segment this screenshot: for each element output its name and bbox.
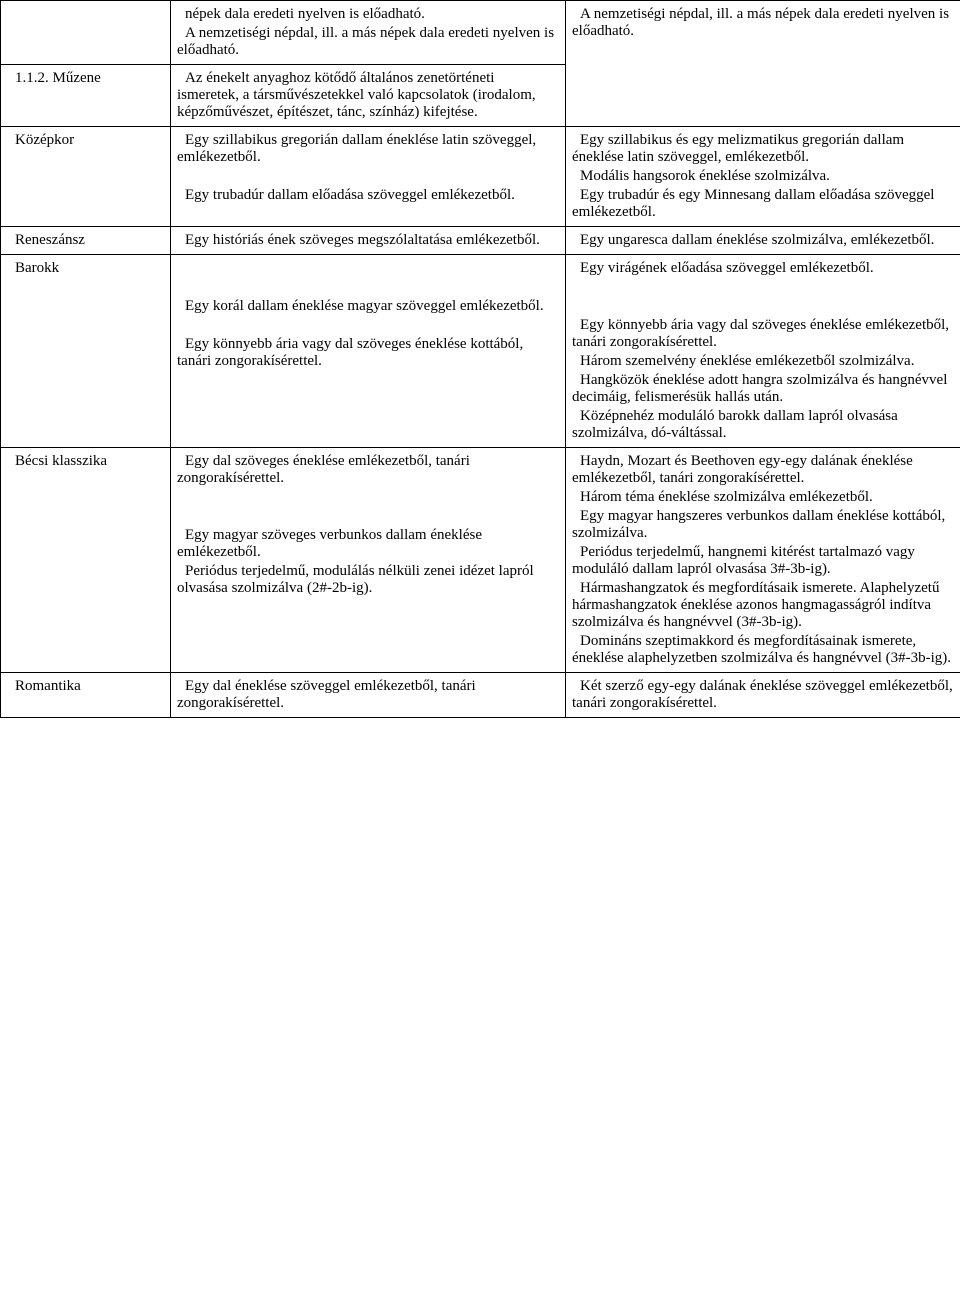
- content-cell-middle: Egy dal éneklése szöveggel emlékezetből,…: [171, 673, 566, 718]
- content-paragraph: A nemzetiségi népdal, ill. a más népek d…: [177, 25, 559, 59]
- content-cell-right: Egy szillabikus és egy melizmatikus greg…: [566, 127, 960, 227]
- content-paragraph: Hármashangzatok és megfordításaik ismere…: [572, 580, 954, 631]
- row-label-cell: [1, 1, 171, 65]
- table-row: Reneszánsz Egy históriás ének szöveges me…: [1, 227, 960, 255]
- content-paragraph: Egy ungaresca dallam éneklése szolmizálv…: [572, 232, 954, 249]
- content-paragraph: Egy magyar hangszeres verbunkos dallam é…: [572, 508, 954, 542]
- table-row: Romantika Egy dal éneklése szöveggel emlé…: [1, 673, 960, 718]
- content-paragraph: Egy dal éneklése szöveggel emlékezetből,…: [177, 678, 559, 712]
- content-paragraph: Az énekelt anyaghoz kötődő általános zen…: [177, 70, 559, 121]
- content-paragraph: Egy könnyebb ária vagy dal szöveges ének…: [177, 336, 559, 370]
- content-paragraph: Egy trubadúr dallam előadása szöveggel e…: [177, 187, 559, 204]
- row-label-cell: Bécsi klasszika: [1, 448, 171, 673]
- row-label-cell: Középkor: [1, 127, 171, 227]
- content-paragraph: Egy dal szöveges éneklése emlékezetből, …: [177, 453, 559, 487]
- content-paragraph: Egy szillabikus gregorián dallam éneklés…: [177, 132, 559, 166]
- content-paragraph: Domináns szeptimakkord és megfordításain…: [572, 633, 954, 667]
- content-cell-right: Haydn, Mozart és Beethoven egy-egy dalán…: [566, 448, 960, 673]
- content-paragraph: Periódus terjedelmű, hangnemi kitérést t…: [572, 544, 954, 578]
- row-label: Romantika: [7, 678, 164, 695]
- row-label-cell: 1.1.2. Műzene: [1, 65, 171, 127]
- content-paragraph: Modális hangsorok éneklése szolmizálva.: [572, 168, 954, 185]
- row-label: 1.1.2. Műzene: [7, 70, 164, 87]
- table-row: népek dala eredeti nyelven is előadható.…: [1, 1, 960, 65]
- content-cell-right: Két szerző egy-egy dalának éneklése szöv…: [566, 673, 960, 718]
- content-paragraph: Egy szillabikus és egy melizmatikus greg…: [572, 132, 954, 166]
- content-cell-right: Egy ungaresca dallam éneklése szolmizálv…: [566, 227, 960, 255]
- content-cell-right: A nemzetiségi népdal, ill. a más népek d…: [566, 1, 960, 127]
- content-paragraph: népek dala eredeti nyelven is előadható.: [177, 6, 559, 23]
- content-cell-middle: Egy históriás ének szöveges megszólaltat…: [171, 227, 566, 255]
- table-row: Barokk Egy korál dallam éneklése magyar …: [1, 255, 960, 448]
- content-paragraph: Haydn, Mozart és Beethoven egy-egy dalán…: [572, 453, 954, 487]
- content-paragraph: Egy könnyebb ária vagy dal szöveges ének…: [572, 317, 954, 351]
- content-paragraph: [572, 298, 954, 315]
- row-label: Reneszánsz: [7, 232, 164, 249]
- content-paragraph: [177, 489, 559, 506]
- row-label-cell: Romantika: [1, 673, 171, 718]
- content-paragraph: Hangközök éneklése adott hangra szolmizá…: [572, 372, 954, 406]
- content-paragraph: Egy korál dallam éneklése magyar szövegg…: [177, 298, 559, 315]
- table-row: Bécsi klasszika Egy dal szöveges éneklése…: [1, 448, 960, 673]
- content-cell-middle: Az énekelt anyaghoz kötődő általános zen…: [171, 65, 566, 127]
- content-paragraph: Középnehéz moduláló barokk dallam lapról…: [572, 408, 954, 442]
- content-paragraph: Egy magyar szöveges verbunkos dallam éne…: [177, 527, 559, 561]
- row-label-cell: Reneszánsz: [1, 227, 171, 255]
- content-paragraph: Egy históriás ének szöveges megszólaltat…: [177, 232, 559, 249]
- curriculum-table: népek dala eredeti nyelven is előadható.…: [0, 0, 960, 718]
- content-cell-middle: Egy dal szöveges éneklése emlékezetből, …: [171, 448, 566, 673]
- row-label: Barokk: [7, 260, 164, 277]
- content-paragraph: Egy trubadúr és egy Minnesang dallam elő…: [572, 187, 954, 221]
- row-label-cell: Barokk: [1, 255, 171, 448]
- content-paragraph: [177, 260, 559, 277]
- content-cell-middle: Egy korál dallam éneklése magyar szövegg…: [171, 255, 566, 448]
- content-paragraph: A nemzetiségi népdal, ill. a más népek d…: [572, 6, 954, 40]
- row-label: Középkor: [7, 132, 164, 149]
- content-paragraph: Periódus terjedelmű, modulálás nélküli z…: [177, 563, 559, 597]
- content-paragraph: Három téma éneklése szolmizálva emlékeze…: [572, 489, 954, 506]
- content-paragraph: Két szerző egy-egy dalának éneklése szöv…: [572, 678, 954, 712]
- content-cell-right: Egy virágének előadása szöveggel emlékez…: [566, 255, 960, 448]
- content-cell-middle: népek dala eredeti nyelven is előadható.…: [171, 1, 566, 65]
- table-row: Középkor Egy szillabikus gregorián dallam…: [1, 127, 960, 227]
- content-paragraph: Egy virágének előadása szöveggel emlékez…: [572, 260, 954, 277]
- content-cell-middle: Egy szillabikus gregorián dallam éneklés…: [171, 127, 566, 227]
- content-paragraph: Három szemelvény éneklése emlékezetből s…: [572, 353, 954, 370]
- row-label: Bécsi klasszika: [7, 453, 164, 470]
